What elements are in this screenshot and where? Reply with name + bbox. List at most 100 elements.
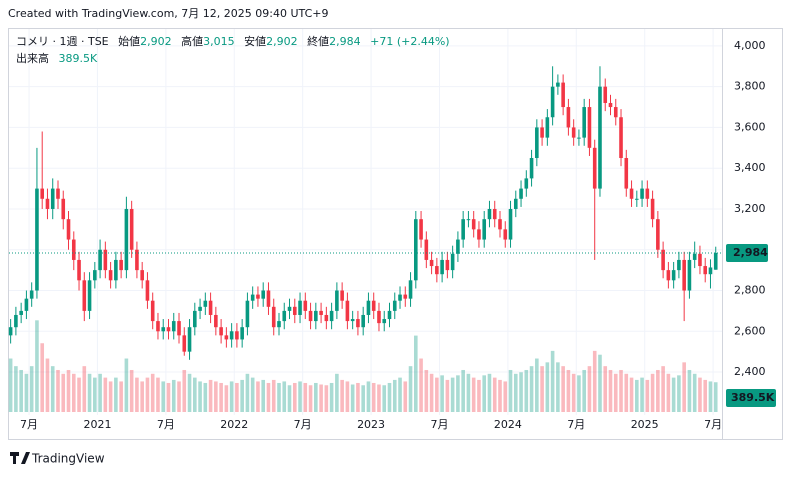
candle-body <box>550 86 555 118</box>
volume-bar <box>277 382 281 412</box>
volume-bar <box>356 382 360 412</box>
low-value: 2,902 <box>266 35 298 48</box>
candle-body <box>198 306 202 311</box>
candle-body <box>77 259 81 281</box>
y-tick-label: 2,400 <box>734 365 766 378</box>
volume-bar <box>382 385 387 412</box>
candle-body <box>140 270 144 281</box>
candle-body <box>387 310 392 320</box>
candle-body <box>229 331 234 340</box>
volume-bar <box>219 382 223 412</box>
volume-bar <box>329 382 334 412</box>
candle-body <box>266 290 271 307</box>
y-tick-label: 4,000 <box>734 39 766 52</box>
volume-bar <box>87 373 92 412</box>
legend: コメリ · 1週 · TSE 始値2,902 高値3,015 安値2,902 終… <box>16 34 450 65</box>
candle-body <box>103 249 108 271</box>
candle-body <box>256 294 260 299</box>
candle-body <box>214 314 218 328</box>
candle-body <box>613 107 618 118</box>
volume-bar <box>93 377 97 412</box>
candle-body <box>193 310 197 328</box>
volume-bar <box>161 381 166 412</box>
volume-bar <box>671 377 676 412</box>
volume-bar <box>250 377 255 412</box>
candle-body <box>577 137 581 139</box>
volume-bar <box>477 379 481 412</box>
candle-body <box>503 229 508 240</box>
volume-bar <box>624 373 629 412</box>
change-value: +71 (+2.44%) <box>370 35 449 48</box>
candle-body <box>445 259 450 271</box>
volume-bar <box>335 373 339 412</box>
volume-bar <box>240 379 244 412</box>
candle-body <box>708 267 713 275</box>
candle-body <box>487 208 492 220</box>
candle-body <box>524 178 529 189</box>
candle-body <box>556 82 560 87</box>
volume-bar <box>629 377 634 412</box>
last-price-label: 2,984 <box>733 246 768 259</box>
volume-bar <box>108 381 113 412</box>
candle-body <box>408 280 413 299</box>
volume-bar <box>582 369 586 412</box>
y-tick-label: 3,600 <box>734 120 766 133</box>
volume-bar <box>292 382 297 412</box>
candle-body <box>250 294 255 301</box>
volume-bar <box>282 381 287 412</box>
candle-body <box>492 208 497 220</box>
volume-label: 出来高 <box>16 51 49 65</box>
volume-bar <box>498 379 502 412</box>
volume-bar <box>35 320 39 412</box>
candle-body <box>682 259 686 291</box>
x-tick-label: 2022 <box>220 418 248 431</box>
candle-body <box>187 327 192 352</box>
candle-body <box>508 208 513 240</box>
x-tick-label: 7月 <box>567 418 585 431</box>
legend-line: コメリ · 1週 · TSE 始値2,902 高値3,015 安値2,902 終… <box>16 34 450 48</box>
candle-body <box>650 198 655 220</box>
chart-frame <box>8 28 783 440</box>
volume-bar <box>303 382 308 412</box>
volume-bar <box>692 373 697 412</box>
candle-body <box>24 298 29 311</box>
volume-bar <box>524 369 529 412</box>
candle-body <box>135 249 139 271</box>
volume-bar <box>235 382 239 412</box>
candle-body <box>240 327 244 340</box>
volume-bar <box>677 375 681 412</box>
low-label: 安値 <box>244 34 266 48</box>
grid <box>9 29 722 415</box>
volume-bar <box>103 377 108 412</box>
volume-bar <box>461 369 465 412</box>
volume-bar <box>519 372 523 412</box>
volume-bar <box>119 381 123 412</box>
symbol: コメリ · 1週 · TSE <box>16 35 109 48</box>
candle-body <box>671 270 676 281</box>
candle-body <box>124 208 129 271</box>
volume-bar <box>661 366 665 412</box>
candle-body <box>703 266 708 275</box>
volume-bar <box>208 379 213 412</box>
candle-body <box>203 300 208 307</box>
candle-body <box>298 300 302 315</box>
volume-bar <box>713 382 718 412</box>
candle-body <box>324 314 329 322</box>
volume-bar <box>513 373 518 412</box>
volume-bar <box>392 379 397 412</box>
candle-body <box>277 321 281 328</box>
footer: TradingView <box>31 452 105 466</box>
candle-body <box>598 86 602 189</box>
volume-bar <box>245 373 250 412</box>
volume-bar <box>398 377 402 412</box>
candle-body <box>350 319 355 322</box>
candle-body <box>345 300 350 322</box>
candle-body <box>150 300 155 322</box>
volume-pane <box>8 320 718 412</box>
candle-body <box>356 319 360 328</box>
candle-body <box>582 107 586 138</box>
candle-body <box>498 219 502 230</box>
candle-body <box>666 270 671 281</box>
volume-bar <box>619 369 623 412</box>
volume-bar <box>45 358 50 412</box>
